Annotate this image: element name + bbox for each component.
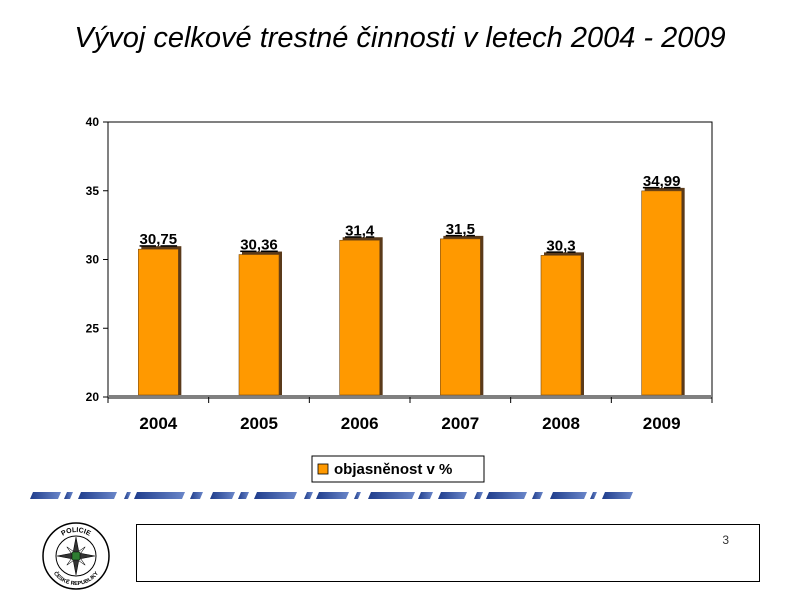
divider-dash <box>486 492 527 499</box>
divider-dash <box>304 492 313 499</box>
x-tick-label: 2006 <box>341 414 379 433</box>
legend <box>311 455 485 483</box>
bar <box>440 238 481 396</box>
divider-dash <box>238 492 249 499</box>
bar-value-label: 31,4 <box>345 222 375 239</box>
logo-center-shield <box>71 551 81 561</box>
logo-text-top: POLICIE <box>60 527 92 538</box>
police-badge-logo: POLICIE ČESKÉ REPUBLIKY <box>42 522 110 590</box>
x-tick-label: 2004 <box>139 414 177 433</box>
bar <box>641 190 682 396</box>
footer-box: 3 <box>136 524 760 582</box>
divider-dash <box>30 492 61 499</box>
divider-dash <box>550 492 587 499</box>
bar <box>339 239 380 396</box>
divider-dash <box>254 492 297 499</box>
divider-dash <box>438 492 467 499</box>
bar-value-label: 30,36 <box>240 237 278 254</box>
y-tick-label: 35 <box>86 184 100 198</box>
bar-value-label: 34,99 <box>643 173 681 190</box>
divider-dash <box>354 492 361 499</box>
divider-dash <box>368 492 415 499</box>
divider-dash <box>532 492 543 499</box>
divider-dash <box>602 492 633 499</box>
y-tick-label: 20 <box>86 390 100 404</box>
divider-dash <box>190 492 203 499</box>
bar-value-label: 31,5 <box>446 221 475 238</box>
divider-dash <box>590 492 597 499</box>
decorative-divider <box>30 492 633 499</box>
bar <box>238 254 280 396</box>
bar-value-label: 30,3 <box>546 237 575 254</box>
divider-dash <box>134 492 185 499</box>
divider-dash <box>210 492 235 499</box>
x-tick-label: 2005 <box>240 414 278 433</box>
divider-dash <box>316 492 349 499</box>
divider-dash <box>418 492 433 499</box>
divider-dash <box>124 492 131 499</box>
legend-swatch <box>317 463 329 475</box>
svg-text:POLICIE: POLICIE <box>60 527 92 538</box>
y-tick-label: 25 <box>86 321 100 335</box>
bar-chart: 20 25 30 35 40 30,75 2004 30,36 2005 31,4 2006 31,5… <box>86 115 713 483</box>
divider-dash <box>78 492 117 499</box>
y-tick-label: 40 <box>86 115 100 129</box>
page-number: 3 <box>722 533 729 547</box>
bar <box>540 255 582 396</box>
legend-label: objasněnost v % <box>334 461 452 478</box>
divider-dash <box>64 492 73 499</box>
x-tick-label: 2007 <box>441 414 479 433</box>
x-tick-label: 2008 <box>542 414 580 433</box>
divider-dash <box>474 492 483 499</box>
y-tick-label: 30 <box>86 253 100 267</box>
slide-title: Vývoj celkové trestné činnosti v letech … <box>74 22 726 54</box>
bar <box>138 248 179 396</box>
plot-area <box>107 121 713 398</box>
bar-value-label: 30,75 <box>140 231 178 248</box>
x-tick-label: 2009 <box>643 414 681 433</box>
